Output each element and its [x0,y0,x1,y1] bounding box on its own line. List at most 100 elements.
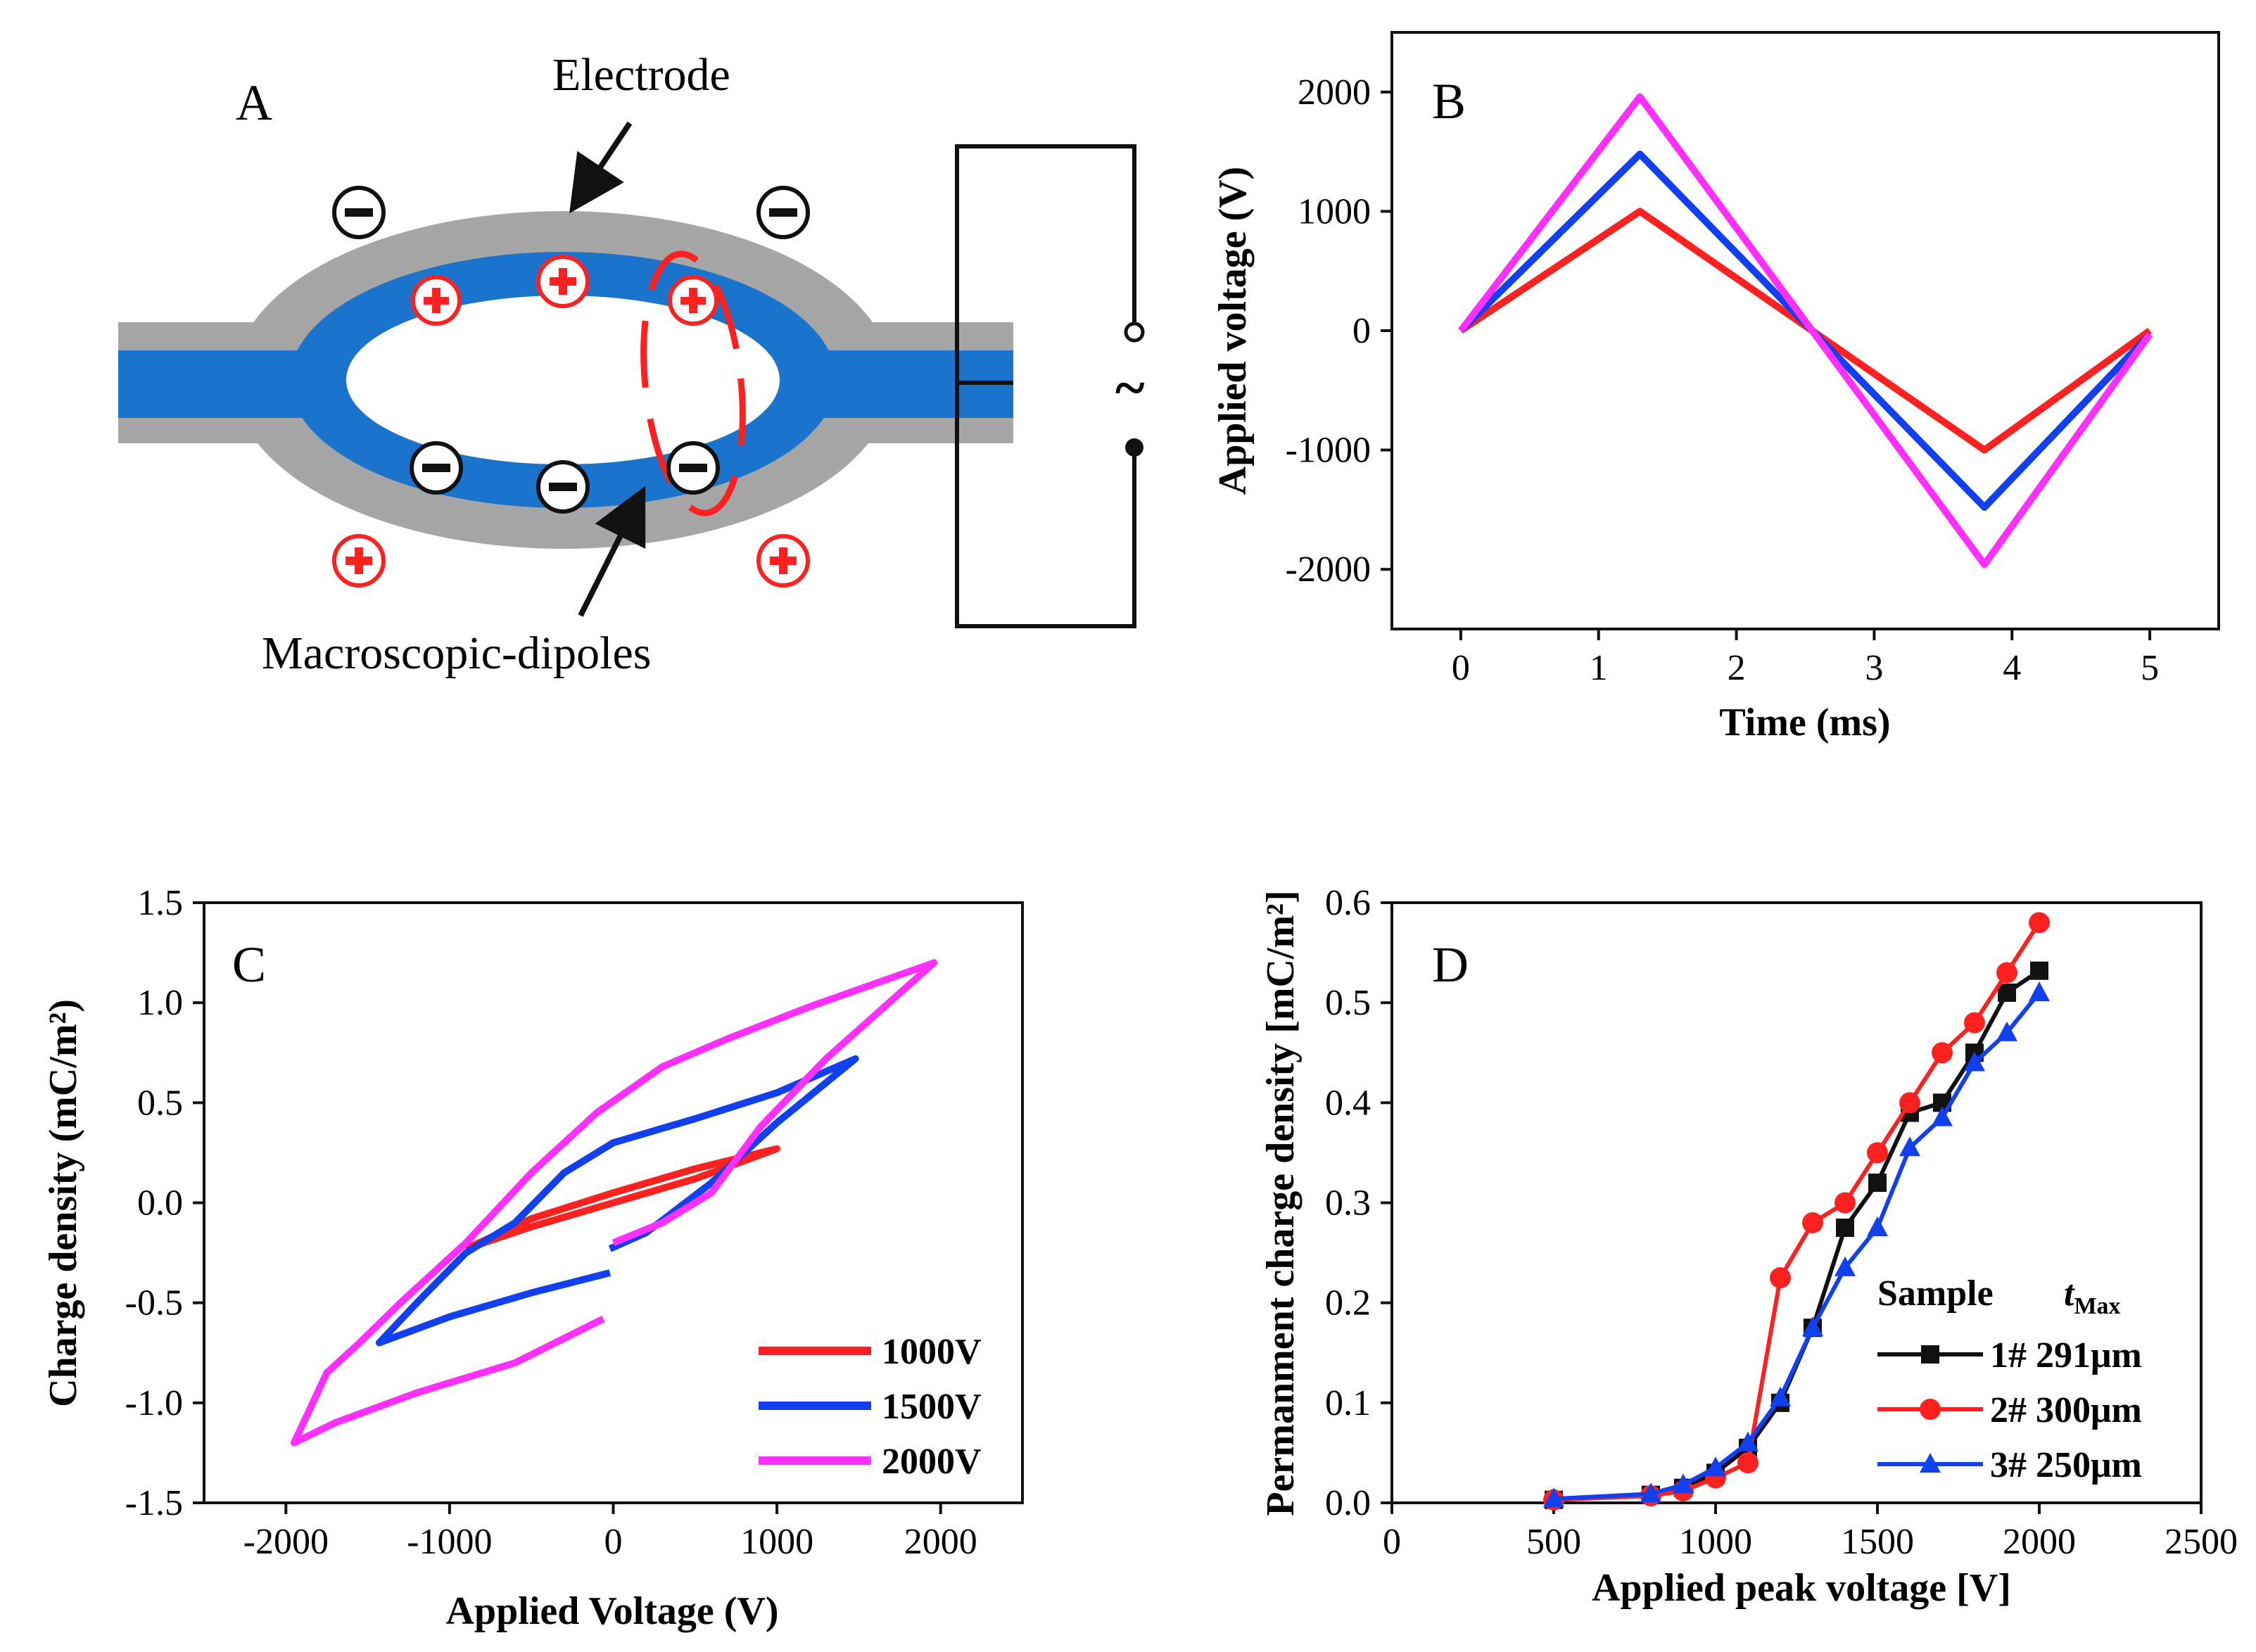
x-tick-label: -1000 [407,1522,492,1562]
legend: Sample tMax 1# 291μm 2# 300μm 3# 250μm [1877,1273,2142,1485]
y-tick-label: 1.0 [137,983,183,1023]
data-point [1920,1453,1941,1473]
y-axis-label: Permanment charge density [mC/m²] [1259,890,1303,1516]
data-point [1737,1431,1758,1451]
positive-charge-icon [668,275,718,326]
data-point [1868,1174,1887,1193]
data-point [1964,1012,1985,1034]
x-axis-label: Applied peak voltage [V] [1592,1566,2011,1610]
dipoles-arrow [578,485,646,617]
negative-charge-icon [666,441,720,495]
air-cavity [346,296,780,464]
positive-charge-icon [411,275,462,326]
x-tick-label: 1500 [1841,1522,1914,1562]
positive-charge-icon [536,255,590,308]
panel-a-diagram: A Electrode Macroscopic-dipoles [118,49,1145,679]
dipole-dashed-outline [640,250,746,516]
legend-label: 2000V [882,1442,982,1482]
y-tick-label: 0.5 [137,1083,183,1123]
electrode-arrow [569,121,633,214]
data-point [1802,1212,1823,1233]
plot-frame [1390,31,2220,630]
x-tick-label: 1 [1590,648,1608,688]
data-point [1867,1142,1888,1164]
y-tick-label: 0.1 [1325,1383,1371,1423]
series-line-3# [1553,991,2041,1501]
x-tick-label: 4 [2003,648,2021,688]
legend-label: 1000V [882,1332,982,1372]
circuit-wire-top [955,144,1136,385]
data-point [1899,1092,1920,1114]
y-tick-label: 0.3 [1325,1183,1371,1224]
series-line-2000V [290,959,938,1447]
data-point [1770,1267,1791,1289]
data-point [1996,962,2017,984]
data-point [1834,1192,1856,1214]
positive-charge-icon [756,534,810,587]
y-tick-label: 0.0 [137,1183,183,1224]
legend-label: 3# 250μm [1990,1445,2142,1485]
x-axis-label: Applied Voltage (V) [446,1589,779,1633]
y-tick-label: 1000 [1298,191,1371,231]
y-tick-label: 0.2 [1325,1283,1371,1323]
panel-c-chart: C -2000 -1000 0 1000 2000 -1.5 -1.0 -0.5 0.0 0.5 1… [42,883,1024,1633]
data-point [1996,1021,2017,1041]
data-point [1921,1345,1939,1364]
dipoles-label: Macroscopic-dipoles [262,628,652,679]
series-line-1000V [464,1145,781,1252]
x-tick-label: 2000 [904,1522,977,1562]
series-line-1000V [1459,208,2153,454]
y-tick-label: -2000 [1286,549,1371,590]
terminal-closed-icon [1125,438,1143,457]
negative-charge-icon [410,441,463,495]
x-tick-label: 0 [1383,1522,1401,1562]
data-point [1770,1386,1791,1406]
data-point [1920,1399,1941,1420]
data-point [1998,983,2016,1002]
electrode-label: Electrode [552,49,730,101]
series-line-2000V [1457,93,2153,568]
terminal-open-icon [1124,322,1145,343]
x-tick-label: 0 [604,1522,623,1562]
y-tick-label: 0.6 [1325,883,1371,923]
x-tick-label: -2000 [243,1522,329,1562]
data-point [1640,1482,1661,1503]
data-point [1932,1106,1953,1126]
x-tick-label: 1000 [1679,1522,1752,1562]
panel-d-label: D [1432,936,1469,993]
data-point [1932,1042,1953,1064]
y-axis-label: Applied voltage (V) [1211,167,1255,495]
legend: 1000V 1500V 2000V [759,1332,982,1482]
y-tick-label: 2000 [1298,72,1371,113]
data-point [1802,1316,1823,1337]
legend-label: 1500V [882,1387,982,1427]
data-point [2029,912,2050,934]
panel-a-label: A [236,75,272,131]
y-tick-label: 1.5 [137,883,183,923]
x-axis-label: Time (ms) [1719,701,1890,744]
panel-d-chart: D 0 500 1000 1500 2000 2500 0.0 0.1 0.2 0.3 0.4 0.5… [1259,883,2238,1610]
data-point [2030,961,2048,980]
ac-source-icon: ~ [1115,357,1145,419]
legend-header-tmax: tMax [2064,1273,2121,1319]
data-point [1705,1456,1726,1477]
y-tick-label: -1.0 [125,1383,183,1423]
legend-label: 2# 300μm [1990,1390,2142,1430]
legend-header-sample: Sample [1877,1273,1994,1314]
data-point [1834,1256,1856,1276]
data-point [1737,1452,1758,1474]
data-point [1673,1473,1694,1494]
y-tick-label: 0.5 [1325,983,1371,1023]
x-tick-label: 2 [1728,648,1746,688]
x-tick-label: 500 [1526,1522,1581,1562]
y-tick-label: -1000 [1286,431,1371,471]
data-point [1899,1136,1920,1157]
positive-charge-icon [332,534,386,587]
series-line-2# [1553,921,2041,1502]
x-tick-label: 5 [2141,648,2159,688]
negative-charge-icon [536,460,590,514]
x-tick-label: 3 [1865,648,1883,688]
x-tick-label: 1000 [740,1522,813,1562]
legend-label: 1# 291μm [1990,1335,2142,1375]
